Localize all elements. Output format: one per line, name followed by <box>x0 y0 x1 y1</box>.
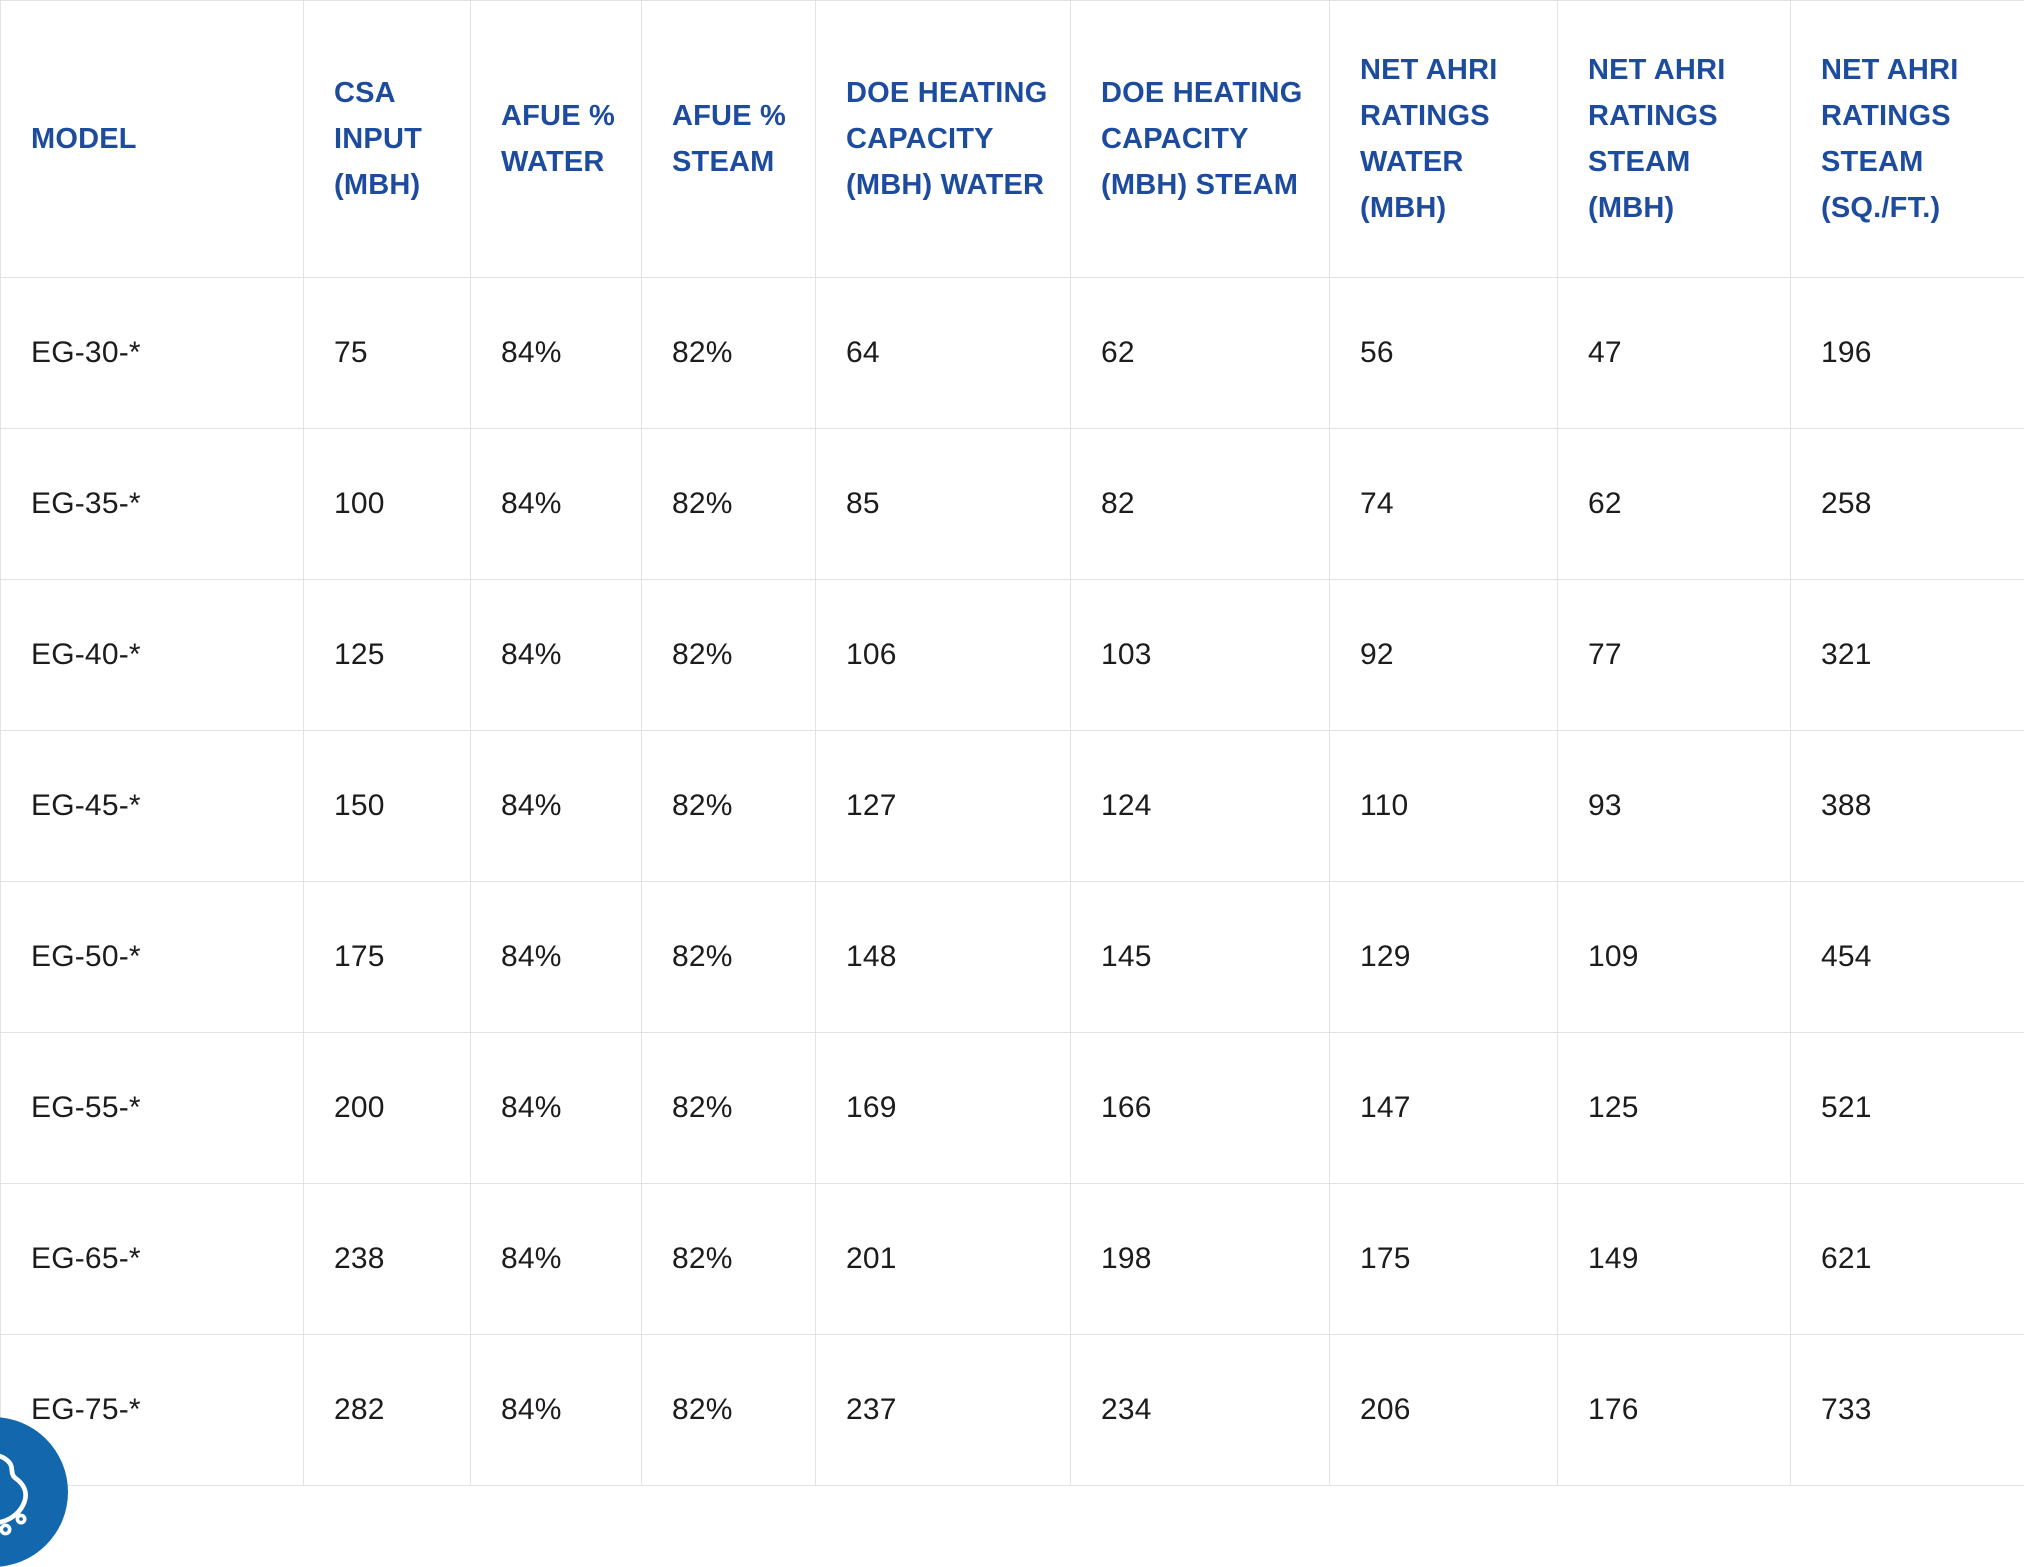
value-cell: 147 <box>1330 1033 1558 1184</box>
value-cell: 82% <box>642 580 816 731</box>
value-cell: 82 <box>1071 429 1330 580</box>
column-header: MODEL <box>1 1 304 278</box>
value-cell: 82% <box>642 1335 816 1486</box>
value-cell: 110 <box>1330 731 1558 882</box>
value-cell: 82% <box>642 429 816 580</box>
value-cell: 129 <box>1330 882 1558 1033</box>
value-cell: 47 <box>1558 278 1791 429</box>
value-cell: 82% <box>642 882 816 1033</box>
value-cell: 148 <box>816 882 1071 1033</box>
value-cell: 62 <box>1071 278 1330 429</box>
value-cell: 84% <box>471 1033 642 1184</box>
value-cell: 109 <box>1558 882 1791 1033</box>
value-cell: 84% <box>471 580 642 731</box>
value-cell: 93 <box>1558 731 1791 882</box>
value-cell: 84% <box>471 882 642 1033</box>
value-cell: 82% <box>642 278 816 429</box>
value-cell: 238 <box>304 1184 471 1335</box>
value-cell: 84% <box>471 731 642 882</box>
value-cell: 150 <box>304 731 471 882</box>
value-cell: 84% <box>471 1335 642 1486</box>
value-cell: 56 <box>1330 278 1558 429</box>
value-cell: 127 <box>816 731 1071 882</box>
value-cell: 521 <box>1791 1033 2024 1184</box>
value-cell: 198 <box>1071 1184 1330 1335</box>
value-cell: 84% <box>471 429 642 580</box>
value-cell: 176 <box>1558 1335 1791 1486</box>
value-cell: 733 <box>1791 1335 2024 1486</box>
value-cell: 74 <box>1330 429 1558 580</box>
value-cell: 149 <box>1558 1184 1791 1335</box>
value-cell: 321 <box>1791 580 2024 731</box>
value-cell: 206 <box>1330 1335 1558 1486</box>
value-cell: 200 <box>304 1033 471 1184</box>
value-cell: 125 <box>304 580 471 731</box>
value-cell: 64 <box>816 278 1071 429</box>
value-cell: 82% <box>642 1184 816 1335</box>
value-cell: 196 <box>1791 278 2024 429</box>
value-cell: 124 <box>1071 731 1330 882</box>
model-cell: EG-40-* <box>1 580 304 731</box>
value-cell: 92 <box>1330 580 1558 731</box>
model-cell: EG-35-* <box>1 429 304 580</box>
model-cell: EG-65-* <box>1 1184 304 1335</box>
model-cell: EG-55-* <box>1 1033 304 1184</box>
model-cell: EG-45-* <box>1 731 304 882</box>
value-cell: 454 <box>1791 882 2024 1033</box>
column-header: AFUE % WATER <box>471 1 642 278</box>
cookie-icon <box>0 1440 45 1544</box>
model-cell: EG-50-* <box>1 882 304 1033</box>
value-cell: 145 <box>1071 882 1330 1033</box>
value-cell: 85 <box>816 429 1071 580</box>
column-header: AFUE % STEAM <box>642 1 816 278</box>
value-cell: 175 <box>1330 1184 1558 1335</box>
value-cell: 234 <box>1071 1335 1330 1486</box>
column-header: NET AHRI RATINGS WATER (MBH) <box>1330 1 1558 278</box>
value-cell: 175 <box>304 882 471 1033</box>
value-cell: 84% <box>471 1184 642 1335</box>
column-header: NET AHRI RATINGS STEAM (SQ./FT.) <box>1791 1 2024 278</box>
value-cell: 166 <box>1071 1033 1330 1184</box>
value-cell: 100 <box>304 429 471 580</box>
value-cell: 282 <box>304 1335 471 1486</box>
column-header: CSA INPUT (MBH) <box>304 1 471 278</box>
value-cell: 125 <box>1558 1033 1791 1184</box>
value-cell: 388 <box>1791 731 2024 882</box>
column-header: NET AHRI RATINGS STEAM (MBH) <box>1558 1 1791 278</box>
value-cell: 82% <box>642 731 816 882</box>
value-cell: 75 <box>304 278 471 429</box>
value-cell: 77 <box>1558 580 1791 731</box>
value-cell: 82% <box>642 1033 816 1184</box>
value-cell: 169 <box>816 1033 1071 1184</box>
column-header: DOE HEATING CAPACITY (MBH) WATER <box>816 1 1071 278</box>
value-cell: 62 <box>1558 429 1791 580</box>
column-header: DOE HEATING CAPACITY (MBH) STEAM <box>1071 1 1330 278</box>
value-cell: 201 <box>816 1184 1071 1335</box>
value-cell: 237 <box>816 1335 1071 1486</box>
value-cell: 103 <box>1071 580 1330 731</box>
model-cell: EG-30-* <box>1 278 304 429</box>
value-cell: 621 <box>1791 1184 2024 1335</box>
value-cell: 258 <box>1791 429 2024 580</box>
value-cell: 106 <box>816 580 1071 731</box>
value-cell: 84% <box>471 278 642 429</box>
